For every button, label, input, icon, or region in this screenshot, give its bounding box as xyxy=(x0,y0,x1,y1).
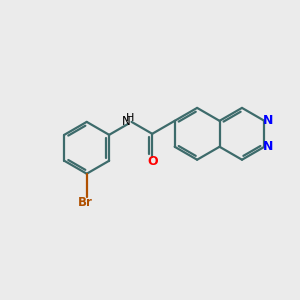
Text: N: N xyxy=(263,114,273,127)
Text: O: O xyxy=(147,155,158,168)
Text: N: N xyxy=(263,140,273,153)
Text: H: H xyxy=(126,113,134,123)
Text: Br: Br xyxy=(78,196,93,209)
Text: N: N xyxy=(122,115,130,128)
